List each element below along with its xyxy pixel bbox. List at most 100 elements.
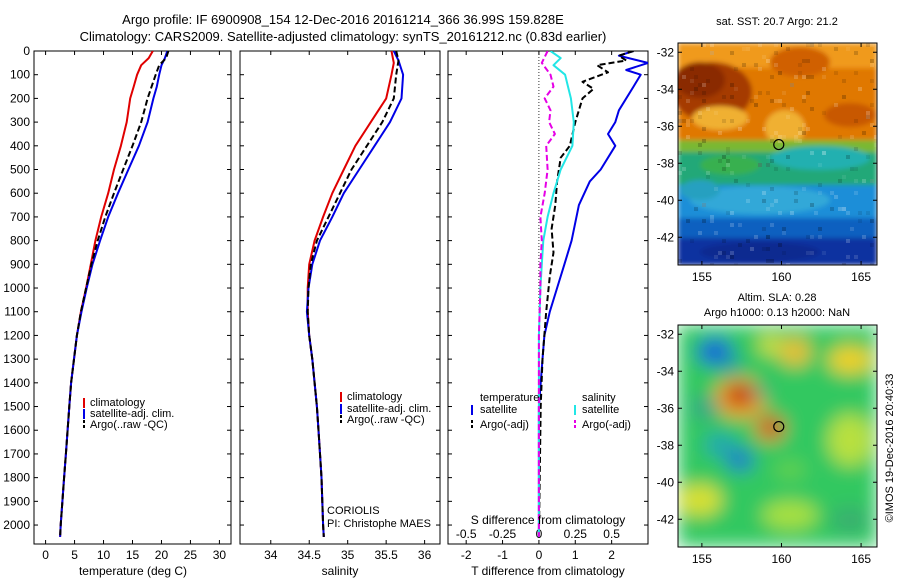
legend-label-t-satellite: satellite	[480, 404, 517, 416]
lat-tick-label: -38	[657, 156, 675, 170]
sst-pixel	[678, 151, 682, 155]
sst-pixel	[818, 191, 822, 195]
sla-map-title: Altim. SLA: 0.28	[738, 292, 817, 304]
t-difference-tick-labels: -2 -1 0 1 2	[461, 51, 615, 562]
sst-pixel	[858, 211, 862, 215]
sst-pixel	[730, 83, 734, 87]
sst-pixel	[770, 159, 774, 163]
salinity-depth-ticks	[240, 50, 440, 526]
legend-title-salinity: salinity	[582, 392, 616, 404]
legend-label-satellite: satellite-adj. clim.	[347, 403, 431, 415]
sst-pixel	[870, 103, 874, 107]
temperature-tick-labels: 0 5 10 15 20 25 30	[42, 51, 226, 562]
sst-lon-tick-labels: 155 160 165	[692, 43, 871, 284]
sst-pixel	[694, 87, 698, 91]
sla-map-panel: Altim. SLA: 0.28 Argo h1000: 0.13 h2000:…	[657, 292, 878, 566]
t-difference-xlabel: T difference from climatology	[471, 564, 625, 578]
sst-pixel	[806, 75, 810, 79]
sst-pixel	[814, 211, 818, 215]
sst-pixel	[766, 91, 770, 95]
sst-pixel	[722, 119, 726, 123]
lon-tick-label: 160	[771, 552, 791, 566]
sst-pixel	[870, 219, 874, 223]
sst-pixel	[678, 119, 682, 123]
sst-pixel	[678, 171, 682, 175]
sst-pixel	[774, 167, 778, 171]
sst-pixel	[702, 83, 706, 87]
x-tick-label: 35	[341, 548, 355, 562]
sst-pixel	[862, 179, 866, 183]
sst-pixel	[870, 63, 874, 67]
sst-pixel	[774, 131, 778, 135]
sst-pixel	[762, 127, 766, 131]
sst-pixel	[746, 199, 750, 203]
sst-pixel	[866, 155, 870, 159]
x-tick-label: 10	[97, 548, 111, 562]
sst-pixel	[774, 99, 778, 103]
sst-pixel	[758, 43, 762, 47]
legend-label-t-argo: Argo(-adj)	[480, 419, 529, 431]
depth-tick-label: 1900	[3, 494, 30, 508]
sst-pixel	[754, 235, 758, 239]
sst-pixel	[834, 47, 838, 51]
sst-pixel	[782, 103, 786, 107]
sst-pixel	[766, 207, 770, 211]
x-tick-label: 30	[213, 548, 227, 562]
sst-pixel	[866, 115, 870, 119]
sst-pixel	[734, 179, 738, 183]
sst-pixel	[766, 59, 770, 63]
depth-tick-label: 1200	[3, 328, 30, 342]
x-tick-label: 34	[264, 548, 278, 562]
salinity-legend: climatology satellite-adj. clim. Argo(..…	[340, 391, 431, 426]
sst-pixel	[854, 191, 858, 195]
sst-pixel	[778, 71, 782, 75]
sst-pixel	[818, 43, 822, 47]
depth-tick-label: 800	[10, 234, 30, 248]
sst-pixel	[702, 139, 706, 143]
sst-pixel	[838, 135, 842, 139]
sst-pixel	[710, 215, 714, 219]
sst-pixel	[706, 175, 710, 179]
temperature-profiles	[59, 51, 170, 537]
lon-tick-label: 160	[771, 270, 791, 284]
lat-tick-label: -40	[657, 475, 675, 489]
sst-pixel	[742, 47, 746, 51]
sst-pixel	[782, 251, 786, 255]
depth-tick-label: 1500	[3, 400, 30, 414]
depth-tick-label: 600	[10, 186, 30, 200]
sst-pixel	[798, 63, 802, 67]
sst-pixel	[842, 263, 846, 265]
sst-pixel	[758, 163, 762, 167]
temperature-panel: 0100200300400500600700800900100011001200…	[3, 44, 232, 578]
sst-pixel	[870, 179, 874, 183]
sst-pixel	[690, 91, 694, 95]
sst-pixel	[734, 263, 738, 265]
legend-label-climatology: climatology	[90, 397, 146, 409]
depth-tick-labels: 0 100 200 300 400 500 600 700 800 900 1000 1100 1200…	[3, 44, 231, 532]
sst-pixel	[754, 103, 758, 107]
sst-pixel	[758, 91, 762, 95]
sst-pixel	[822, 75, 826, 79]
sst-pixel	[718, 159, 722, 163]
sst-pixel	[802, 95, 806, 99]
sst-pixel	[866, 211, 870, 215]
sst-pixel	[730, 251, 734, 255]
sst-pixel	[762, 199, 766, 203]
sst-pixel	[726, 151, 730, 155]
sst-pixel	[714, 231, 718, 235]
x-tick-label: 0	[42, 548, 49, 562]
sst-pixel	[874, 135, 877, 139]
s-difference-xlabel: S difference from climatology	[471, 513, 626, 527]
sst-pixel	[758, 163, 762, 167]
lat-tick-label: -36	[657, 401, 675, 415]
sst-pixel	[690, 79, 694, 83]
sst-pixel	[854, 147, 858, 151]
sst-pixel	[846, 255, 850, 259]
sst-pixel	[738, 127, 742, 131]
sst-pixel	[794, 191, 798, 195]
sst-pixel	[766, 259, 770, 263]
sst-pixel	[770, 187, 774, 191]
difference-panel: -2 -1 0 1 2 -0.5 -0.25 0 0.25 0.5 S difference f…	[447, 50, 649, 578]
sst-pixel	[810, 107, 814, 111]
sst-pixel	[766, 155, 770, 159]
